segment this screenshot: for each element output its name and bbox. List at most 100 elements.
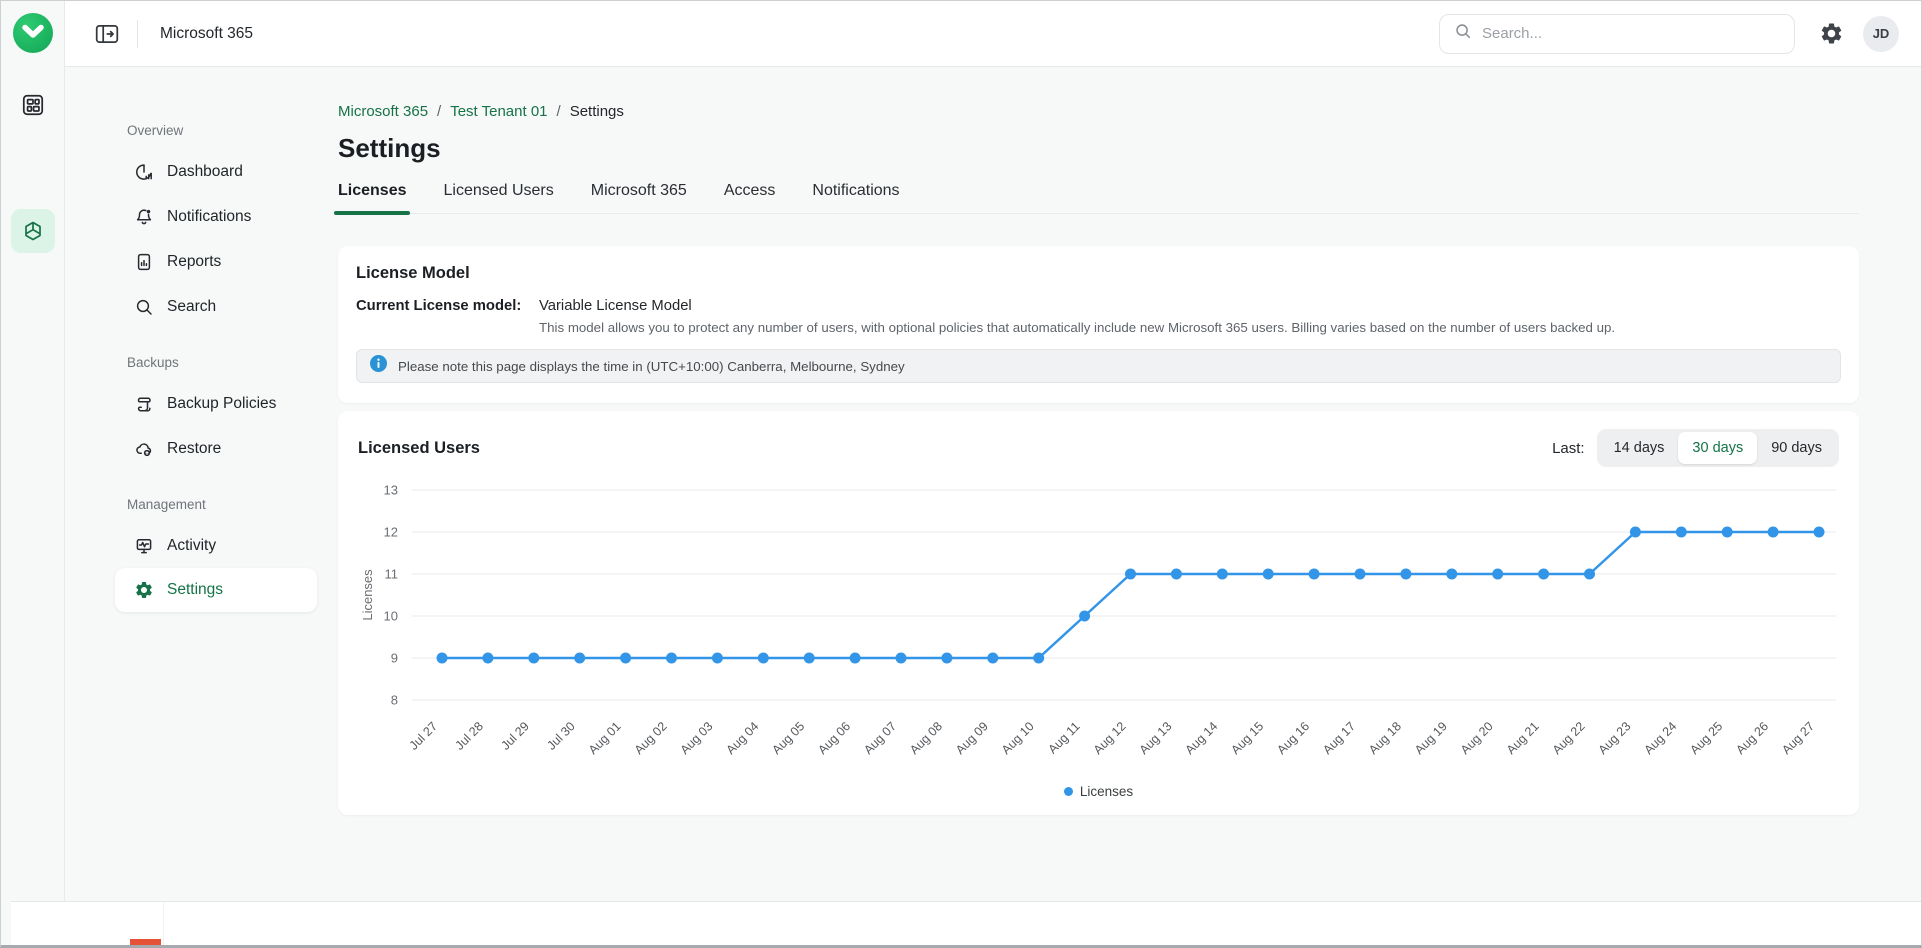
svg-text:Aug 23: Aug 23 (1596, 719, 1634, 757)
brand-logo[interactable] (13, 13, 53, 53)
tab-microsoft-365[interactable]: Microsoft 365 (590, 182, 687, 199)
svg-text:Aug 05: Aug 05 (769, 719, 807, 757)
tab-licensed-users[interactable]: Licensed Users (443, 182, 554, 199)
dashboard-icon (134, 162, 154, 182)
info-icon (370, 355, 387, 377)
svg-text:Aug 18: Aug 18 (1366, 719, 1404, 757)
report-document-icon (134, 252, 154, 272)
svg-text:Aug 10: Aug 10 (999, 719, 1037, 757)
svg-text:Jul 29: Jul 29 (498, 719, 532, 753)
license-model-title: License Model (356, 264, 470, 282)
svg-text:13: 13 (384, 483, 398, 498)
sidebar-item-search[interactable]: Search (115, 284, 317, 329)
svg-text:Aug 17: Aug 17 (1320, 719, 1358, 757)
date-range-segmented-control: 14 days 30 days 90 days (1596, 429, 1839, 467)
range-90-days-button[interactable]: 90 days (1757, 432, 1836, 464)
svg-text:Aug 12: Aug 12 (1091, 719, 1129, 757)
sidebar-item-activity[interactable]: Activity (115, 523, 317, 568)
activity-monitor-icon (134, 536, 154, 556)
svg-text:Aug 02: Aug 02 (632, 719, 670, 757)
svg-text:Aug 27: Aug 27 (1779, 719, 1817, 757)
search-input[interactable] (1482, 25, 1780, 42)
svg-text:Jul 28: Jul 28 (453, 719, 487, 753)
svg-text:Aug 11: Aug 11 (1045, 719, 1082, 756)
user-avatar[interactable]: JD (1863, 15, 1899, 52)
svg-text:Aug 26: Aug 26 (1733, 719, 1771, 757)
sidebar-section-management: Management (127, 497, 206, 512)
bottom-red-sliver (130, 939, 161, 945)
sidebar-item-notifications[interactable]: Notifications (115, 194, 317, 239)
sidebar-item-restore[interactable]: Restore (115, 426, 317, 471)
svg-text:Aug 08: Aug 08 (907, 719, 945, 757)
svg-text:Aug 01: Aug 01 (586, 719, 624, 757)
bell-icon (134, 207, 154, 227)
chart-legend: Licenses (358, 784, 1839, 799)
sidebar-item-settings[interactable]: Settings (115, 568, 317, 612)
svg-text:Aug 13: Aug 13 (1137, 719, 1175, 757)
tab-bar: Licenses Licensed Users Microsoft 365 Ac… (333, 182, 1859, 215)
page-title: Settings (338, 133, 441, 163)
svg-text:12: 12 (384, 525, 398, 540)
checkmark-chevron-icon (13, 11, 53, 56)
sidebar-item-reports[interactable]: Reports (115, 239, 317, 284)
svg-text:10: 10 (384, 609, 398, 624)
svg-text:Aug 16: Aug 16 (1274, 719, 1312, 757)
last-range-label: Last: (1552, 439, 1585, 457)
svg-text:Aug 06: Aug 06 (815, 719, 853, 757)
breadcrumb-link-test-tenant[interactable]: Test Tenant 01 (450, 103, 548, 120)
sidebar-item-label: Activity (167, 536, 217, 554)
apps-grid-icon[interactable] (17, 89, 49, 121)
svg-text:Jul 27: Jul 27 (407, 719, 441, 753)
settings-gear-icon[interactable] (1817, 20, 1845, 48)
cloud-restore-icon (134, 439, 154, 459)
sidebar-nav: Overview Dashboard Notifications (65, 67, 317, 945)
svg-text:Aug 19: Aug 19 (1412, 719, 1450, 757)
current-license-model-value: Variable License Model (539, 298, 692, 314)
svg-text:Aug 09: Aug 09 (953, 719, 991, 757)
divider (137, 19, 138, 48)
svg-text:Aug 07: Aug 07 (861, 719, 899, 757)
breadcrumb: Microsoft 365 / Test Tenant 01 / Setting… (338, 103, 1859, 120)
sidebar-item-dashboard[interactable]: Dashboard (115, 149, 317, 194)
sidebar-section-overview: Overview (127, 123, 184, 138)
sidebar-item-label: Dashboard (167, 162, 243, 180)
search-icon (1454, 22, 1472, 45)
collapse-panel-icon[interactable] (93, 20, 121, 48)
sidebar-item-label: Search (167, 297, 217, 315)
sidebar-item-label: Restore (167, 439, 222, 457)
license-model-card: License Model Current License model: Var… (338, 246, 1859, 403)
licensed-users-title: Licensed Users (358, 438, 480, 457)
range-14-days-button[interactable]: 14 days (1600, 432, 1679, 464)
tab-access[interactable]: Access (723, 182, 776, 199)
sidebar-item-label: Settings (167, 581, 224, 598)
breadcrumb-separator: / (437, 103, 442, 120)
bottom-window-edge (11, 901, 1921, 945)
legend-label: Licenses (1079, 784, 1134, 799)
microsoft-365-product-icon[interactable] (11, 209, 55, 253)
svg-text:Aug 24: Aug 24 (1642, 719, 1680, 757)
svg-text:Aug 04: Aug 04 (724, 719, 762, 757)
gear-icon (134, 580, 154, 600)
svg-text:11: 11 (385, 567, 399, 582)
svg-text:Aug 15: Aug 15 (1228, 719, 1266, 757)
tab-licenses[interactable]: Licenses (333, 182, 412, 215)
svg-text:Aug 22: Aug 22 (1550, 719, 1588, 757)
legend-dot (1063, 787, 1073, 796)
sidebar-item-label: Reports (167, 252, 222, 270)
global-search (1439, 13, 1795, 54)
current-license-model-label: Current License model: (356, 298, 522, 314)
sidebar-section-backups: Backups (127, 355, 179, 370)
licensed-users-card: Licensed Users Last: 14 days 30 days 90 … (338, 411, 1859, 815)
top-bar: Microsoft 365 JD (65, 1, 1921, 67)
breadcrumb-link-microsoft-365[interactable]: Microsoft 365 (338, 103, 429, 120)
svg-text:Aug 25: Aug 25 (1687, 719, 1725, 757)
range-30-days-button[interactable]: 30 days (1678, 432, 1758, 464)
app-title: Microsoft 365 (160, 24, 254, 42)
sidebar-item-label: Notifications (167, 207, 252, 225)
sidebar-item-backup-policies[interactable]: Backup Policies (115, 381, 317, 426)
icon-rail (1, 1, 65, 945)
tab-notifications[interactable]: Notifications (812, 182, 900, 199)
license-model-description: This model allows you to protect any num… (539, 320, 1616, 335)
search-icon (134, 297, 154, 317)
timezone-notice-text: Please note this page displays the time … (398, 358, 905, 374)
